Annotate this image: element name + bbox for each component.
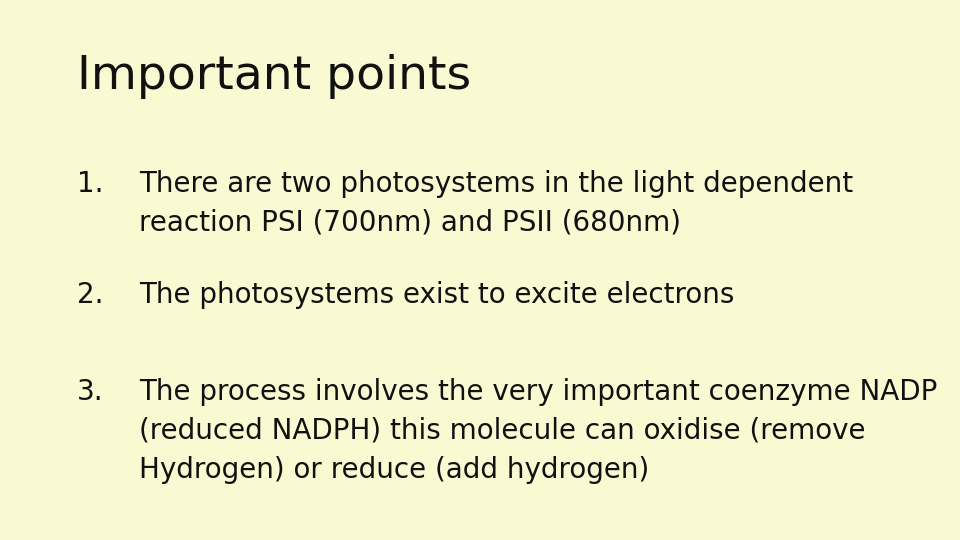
Text: (reduced NADPH) this molecule can oxidise (remove: (reduced NADPH) this molecule can oxidis… (139, 417, 866, 445)
Text: 3.: 3. (77, 378, 104, 406)
Text: The photosystems exist to excite electrons: The photosystems exist to excite electro… (139, 281, 734, 309)
Text: reaction PSI (700nm) and PSII (680nm): reaction PSI (700nm) and PSII (680nm) (139, 209, 682, 237)
Text: There are two photosystems in the light dependent: There are two photosystems in the light … (139, 170, 853, 198)
Text: 1.: 1. (77, 170, 104, 198)
Text: Important points: Important points (77, 54, 471, 99)
Text: The process involves the very important coenzyme NADP: The process involves the very important … (139, 378, 938, 406)
Text: Hydrogen) or reduce (add hydrogen): Hydrogen) or reduce (add hydrogen) (139, 456, 650, 484)
Text: 2.: 2. (77, 281, 104, 309)
